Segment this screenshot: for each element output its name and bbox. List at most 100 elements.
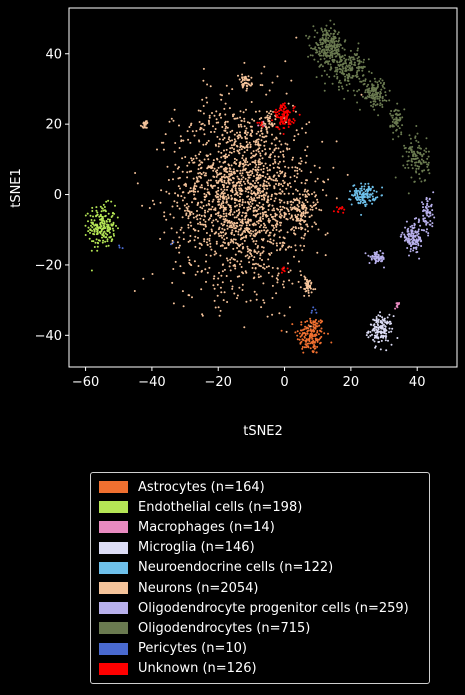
- data-point: [240, 190, 243, 193]
- data-point: [248, 249, 251, 252]
- data-point: [213, 167, 216, 170]
- data-point: [90, 224, 92, 227]
- data-point: [101, 207, 104, 210]
- data-point: [170, 117, 173, 120]
- data-point: [223, 268, 226, 271]
- data-point: [417, 235, 420, 238]
- data-point: [390, 330, 393, 333]
- series-2-points: [257, 120, 401, 310]
- data-point: [236, 117, 239, 120]
- data-point: [177, 185, 180, 188]
- data-point: [258, 173, 261, 176]
- data-point: [249, 132, 252, 135]
- data-point: [292, 156, 294, 159]
- data-point: [276, 75, 279, 78]
- data-point: [261, 150, 264, 152]
- data-point: [265, 226, 267, 229]
- data-point: [188, 190, 191, 193]
- data-point: [313, 330, 316, 332]
- data-point: [353, 190, 356, 192]
- data-point: [426, 228, 428, 231]
- data-point: [214, 209, 217, 211]
- data-point: [391, 327, 394, 330]
- data-point: [397, 118, 400, 121]
- data-point: [415, 238, 418, 241]
- data-point: [406, 247, 409, 249]
- data-point: [239, 263, 241, 266]
- data-point: [333, 40, 336, 43]
- data-point: [227, 244, 230, 246]
- data-point: [288, 279, 291, 282]
- data-point: [233, 234, 236, 236]
- data-point: [243, 326, 246, 329]
- data-point: [314, 180, 317, 183]
- data-point: [218, 235, 221, 237]
- data-point: [428, 197, 431, 200]
- data-point: [187, 224, 190, 226]
- data-point: [118, 246, 121, 249]
- data-point: [338, 55, 341, 58]
- data-point: [237, 125, 240, 128]
- data-point: [223, 238, 226, 241]
- data-point: [289, 185, 292, 188]
- data-point: [223, 215, 225, 218]
- data-point: [269, 164, 272, 167]
- data-point: [283, 192, 286, 195]
- data-point: [227, 163, 230, 166]
- data-point: [238, 211, 241, 214]
- data-point: [417, 151, 420, 154]
- x-tick-label: −60: [72, 375, 99, 390]
- data-point: [342, 67, 345, 70]
- data-point: [372, 97, 375, 100]
- data-point: [379, 90, 382, 93]
- data-point: [241, 214, 243, 217]
- data-point: [407, 155, 410, 158]
- data-point: [303, 234, 306, 237]
- data-point: [332, 45, 335, 47]
- data-point: [103, 206, 106, 208]
- data-point: [220, 274, 223, 277]
- data-point: [408, 151, 411, 154]
- data-point: [382, 257, 385, 259]
- data-point: [257, 181, 260, 184]
- data-point: [331, 58, 334, 61]
- legend: Astrocytes (n=164) Endothelial cells (n=1…: [90, 472, 430, 684]
- data-point: [377, 326, 380, 329]
- data-point: [238, 152, 241, 155]
- data-point: [308, 294, 310, 297]
- data-point: [308, 215, 311, 218]
- data-point: [265, 140, 268, 143]
- data-point: [255, 204, 258, 207]
- data-point: [84, 234, 87, 236]
- data-point: [102, 232, 105, 235]
- data-point: [415, 171, 418, 174]
- data-point: [428, 223, 431, 226]
- data-point: [202, 228, 205, 230]
- data-point: [276, 281, 279, 284]
- data-point: [416, 241, 419, 244]
- data-point: [215, 121, 218, 124]
- data-point: [254, 223, 257, 226]
- data-point: [391, 116, 394, 119]
- data-point: [290, 203, 293, 206]
- data-point: [222, 186, 225, 189]
- data-point: [177, 166, 180, 169]
- data-point: [385, 349, 388, 352]
- data-point: [363, 58, 365, 61]
- data-point: [407, 227, 410, 230]
- data-point: [236, 294, 239, 297]
- data-point: [223, 169, 226, 172]
- y-tick-label: −20: [35, 258, 62, 273]
- data-point: [377, 318, 380, 321]
- data-point: [402, 164, 405, 167]
- data-point: [307, 193, 310, 195]
- data-point: [318, 47, 321, 50]
- data-point: [240, 178, 243, 181]
- data-point: [196, 177, 199, 180]
- data-point: [258, 194, 261, 197]
- data-point: [228, 170, 231, 173]
- data-point: [188, 259, 191, 262]
- data-point: [327, 332, 329, 335]
- data-point: [420, 180, 423, 183]
- data-point: [292, 121, 295, 124]
